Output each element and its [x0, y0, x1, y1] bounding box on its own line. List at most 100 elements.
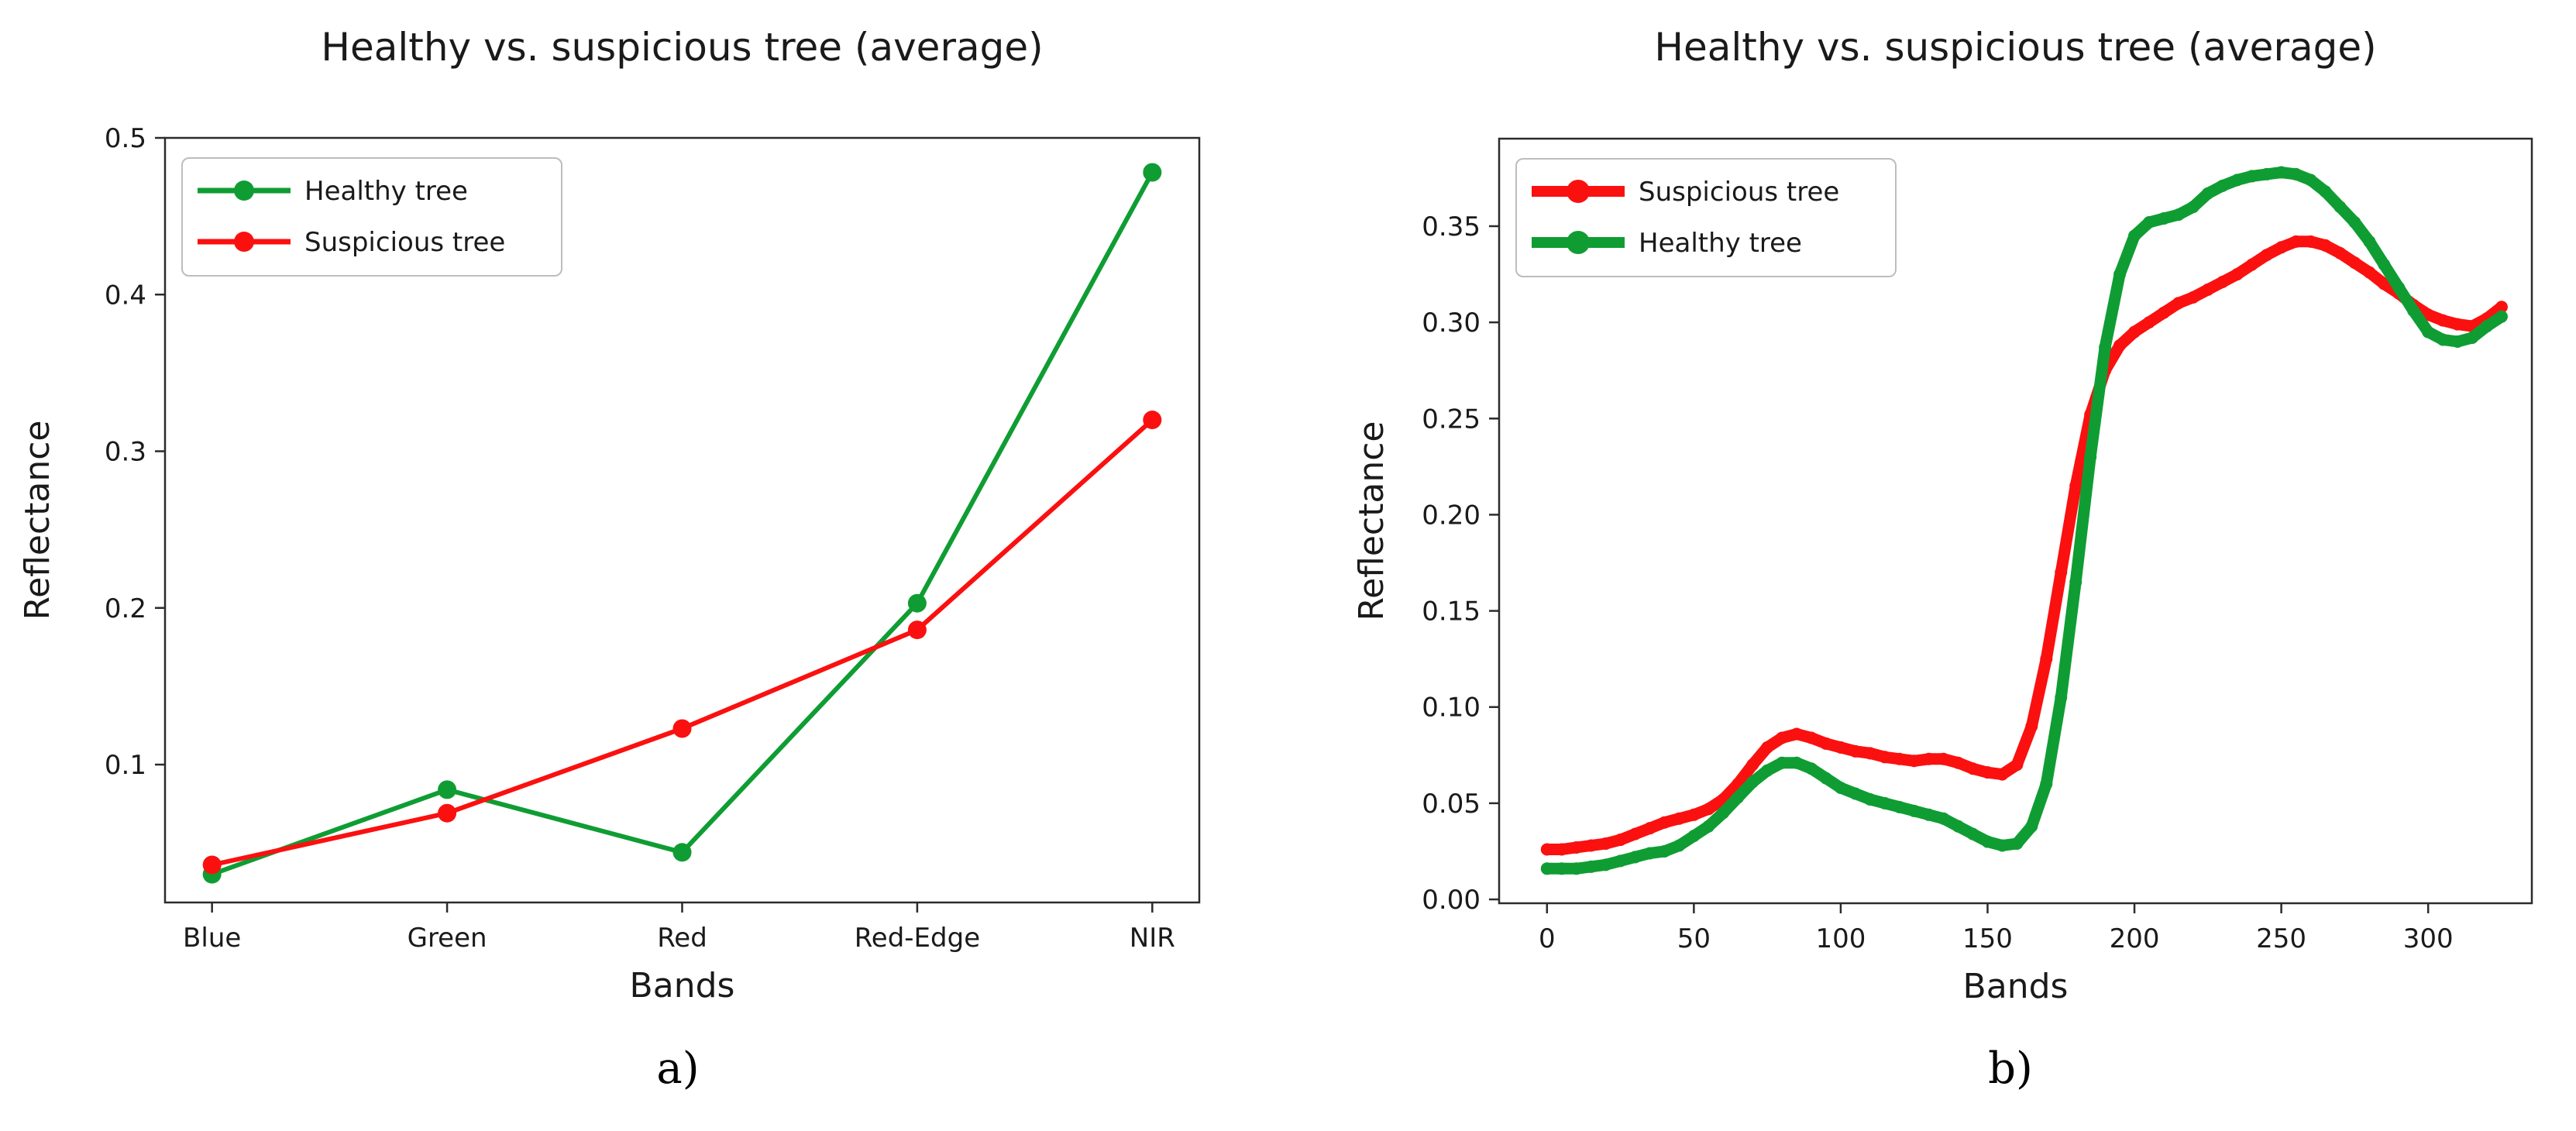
data-point-marker [1849, 787, 1862, 800]
data-point-marker [1922, 752, 1935, 765]
data-point-marker [2392, 281, 2406, 294]
data-point-marker [1732, 791, 1745, 804]
y-tick-label: 0.3 [105, 437, 146, 468]
data-point-marker [2363, 235, 2376, 248]
x-tick-label: 50 [1677, 923, 1711, 954]
data-point-marker [1937, 752, 1950, 765]
data-point-marker [1996, 768, 2009, 781]
x-tick-label: Red-Edge [855, 923, 980, 954]
data-point-marker [2245, 258, 2258, 271]
data-point-marker [2378, 258, 2391, 271]
data-point-marker [1143, 411, 1162, 430]
x-axis-label: Bands [630, 966, 735, 1006]
legend-marker-dot [234, 180, 254, 201]
y-axis-label: Reflectance [1352, 421, 1391, 621]
data-point-marker [1878, 751, 1891, 764]
x-tick-label: Green [408, 923, 487, 954]
legend-marker-dot [1567, 180, 1590, 203]
data-point-marker [1570, 841, 1583, 854]
panel-a: Healthy vs. suspicious tree (average) 0.1… [18, 25, 1201, 1006]
x-tick-label: Red [657, 923, 707, 954]
data-point-marker [2186, 201, 2199, 214]
data-point-marker [1790, 756, 1804, 769]
data-point-marker [2319, 185, 2332, 198]
data-point-marker [2186, 290, 2199, 304]
data-point-marker [2495, 301, 2508, 314]
x-tick-label: NIR [1130, 923, 1175, 954]
data-point-marker [1834, 741, 1847, 754]
data-point-marker [1628, 827, 1642, 841]
data-point-marker [1658, 844, 1671, 858]
data-point-marker [1776, 756, 1789, 769]
data-point-marker [1570, 862, 1583, 875]
y-tick-label: 0.35 [1422, 211, 1481, 242]
data-point-marker [2230, 268, 2244, 281]
data-point-marker [2437, 314, 2450, 327]
data-point-marker [1717, 806, 1730, 820]
data-point-marker [2319, 239, 2332, 252]
legend-box [181, 157, 562, 277]
legend-label: Healthy tree [304, 176, 468, 207]
data-point-marker [1584, 860, 1598, 873]
data-point-marker [2040, 778, 2053, 791]
data-point-marker [2260, 167, 2273, 180]
data-point-marker [1761, 741, 1774, 754]
series-line [209, 170, 1155, 877]
data-point-marker [1834, 782, 1847, 795]
data-point-marker [438, 803, 457, 823]
data-point-marker [2466, 331, 2479, 344]
data-point-marker [2495, 310, 2508, 323]
data-point-marker [1863, 792, 1876, 806]
data-point-marker [907, 621, 927, 640]
data-point-marker [1614, 854, 1627, 868]
data-point-marker [1952, 820, 1965, 833]
data-point-marker [1907, 755, 1921, 768]
legend-item: Healthy tree [1532, 228, 1802, 259]
data-point-marker [1673, 839, 1686, 852]
data-point-marker [1996, 839, 2009, 852]
data-point-marker [1658, 816, 1671, 829]
data-point-marker [1555, 843, 1568, 856]
data-point-marker [2334, 246, 2347, 260]
data-point-marker [2084, 450, 2097, 463]
series-line [209, 418, 1155, 868]
data-point-marker [1702, 803, 1715, 816]
data-point-marker [1628, 851, 1642, 864]
data-point-marker [2245, 170, 2258, 183]
data-point-marker [2201, 187, 2214, 200]
data-point-marker [1922, 808, 1935, 821]
data-point-marker [2025, 720, 2038, 733]
data-point-marker [1907, 804, 1921, 817]
data-point-marker [1687, 808, 1701, 821]
x-tick-label: 300 [2403, 923, 2454, 954]
data-point-marker [1746, 758, 1759, 772]
data-point-marker [1849, 744, 1862, 758]
data-point-marker [1863, 747, 1876, 760]
y-tick-label: 0.25 [1422, 404, 1481, 435]
data-point-marker [2055, 566, 2068, 579]
data-point-marker [1555, 862, 1568, 875]
data-point-marker [2216, 179, 2229, 192]
x-tick-label: 200 [2110, 923, 2160, 954]
legend: Healthy tree Suspicious tree [181, 157, 562, 277]
data-point-marker [1819, 737, 1832, 750]
data-point-marker [2201, 283, 2214, 296]
chart-title: Healthy vs. suspicious tree (average) [1654, 25, 2376, 70]
data-point-marker [1966, 827, 1979, 841]
data-point-marker [1540, 843, 1553, 856]
legend-marker-dot [234, 232, 254, 252]
data-point-marker [2143, 316, 2156, 329]
x-tick-label: 150 [1962, 923, 2013, 954]
data-point-marker [2069, 576, 2082, 589]
data-point-marker [438, 780, 457, 799]
data-point-marker [1952, 756, 1965, 769]
y-axis-label: Reflectance [18, 420, 57, 620]
data-point-marker [1790, 727, 1804, 741]
data-point-marker [2157, 212, 2170, 225]
caption-b: b) [1988, 1043, 2033, 1094]
data-point-marker [2055, 691, 2068, 704]
data-point-marker [2128, 229, 2141, 242]
data-point-marker [2230, 174, 2244, 187]
legend-marker-dot [1567, 231, 1590, 254]
